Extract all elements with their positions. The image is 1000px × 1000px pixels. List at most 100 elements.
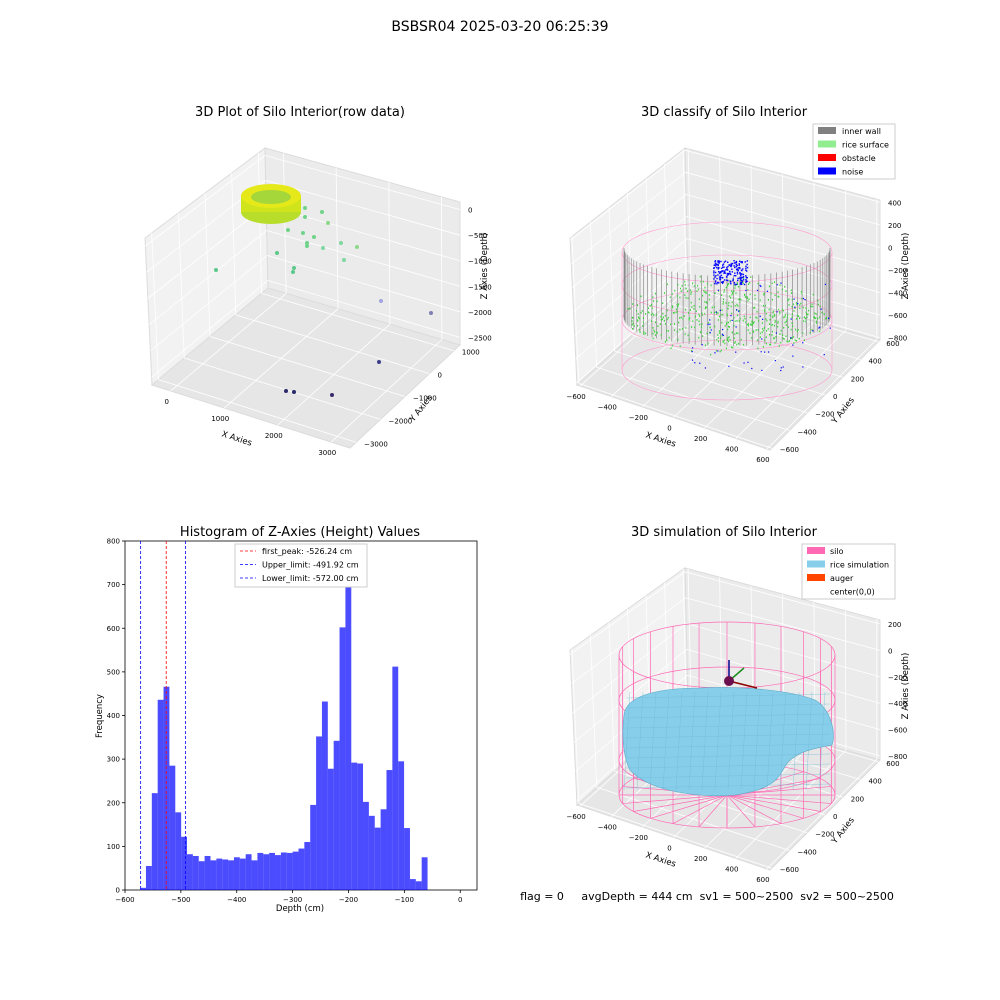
histogram-bar [316,736,322,890]
simulation-x-axis-label: X Axies [644,850,677,869]
raw-data-point [305,244,309,248]
raw-plot-title: 3D Plot of Silo Interior(row data) [195,105,405,120]
legend-swatch [807,560,825,568]
y-tick-label: 300 [107,756,120,764]
histogram-bar [304,842,311,890]
raw-data-point [342,258,346,262]
histogram-bar [333,740,340,890]
histogram-bar [321,701,328,890]
histogram-bar [210,860,217,890]
simulation-z-tick-labels: −800 −600 −400 −200 0 200 [888,621,907,761]
histogram-bar [386,770,393,890]
histogram-bar [222,859,229,890]
x-tick-label: 600 [756,876,769,884]
raw-data-point [286,228,290,232]
y-tick-label: −200 [815,831,834,839]
y-tick-label: −400 [798,428,817,436]
raw-3d-plot: 3D Plot of Silo Interior(row data) 0 1000… [144,105,492,457]
histogram-bar [257,852,264,890]
histogram-bar [409,879,416,890]
y-tick-label: 600 [886,760,899,768]
y-tick-label: 400 [107,712,120,720]
z-tick-label: −500 [468,232,487,240]
x-tick-label: 0 [458,896,462,904]
raw-data-point [303,206,307,210]
legend-label: Upper_limit: -491.92 cm [262,561,359,570]
raw-data-point [275,251,279,255]
z-tick-label: −2000 [468,309,492,317]
simulation-plot-title: 3D simulation of Silo Interior [631,525,818,540]
x-tick-label: 200 [694,855,707,863]
y-tick-label: −2000 [389,417,413,425]
histogram-bar [310,804,317,890]
z-tick-label: 200 [888,222,901,230]
y-tick-label: 200 [851,795,864,803]
z-tick-label: −800 [888,335,907,343]
legend-label: center(0,0) [830,588,875,597]
legend-label: noise [842,168,863,177]
histogram-bar [140,887,146,890]
legend-label: first_peak: -526.24 cm [262,547,352,556]
raw-x-axis-label: X Axies [220,429,253,448]
histogram-bar [404,828,410,890]
histogram-bar [280,852,287,890]
classify-legend: inner wall rice surface obstacle noise [812,123,896,180]
simulation-3d-plot: 3D simulation of Silo Interior silo rice … [566,525,911,884]
raw-data-point [284,389,288,393]
y-tick-label: 0 [833,393,837,401]
x-tick-label: 400 [725,445,738,453]
x-tick-label: −200 [629,834,648,842]
raw-data-point [330,393,334,397]
raw-data-point [292,266,296,270]
histogram-reference-lines [140,541,186,890]
x-tick-label: 400 [725,865,738,873]
raw-data-point [326,221,330,225]
raw-z-axis-label: Z Axies (Depth) [480,233,490,300]
y-tick-label: 600 [107,625,120,633]
raw-plot-panes [144,147,461,449]
x-tick-label: −600 [115,896,134,904]
raw-data-point [214,268,218,272]
y-tick-label: 600 [886,340,899,348]
z-tick-label: −200 [888,674,907,682]
raw-data-point [312,235,316,239]
histogram-y-axis-label: Frequency [95,694,105,738]
z-tick-label: −1000 [468,258,492,266]
y-tick-label: 200 [107,799,120,807]
legend-swatch [818,127,836,134]
x-tick-label: −400 [598,824,617,832]
histogram-bar [392,666,399,890]
simulation-legend: silo rice simulation auger center(0,0) [801,543,896,600]
histogram-bar [380,809,387,890]
raw-data-point [305,241,309,245]
z-tick-label: 0 [468,207,472,215]
histogram-plot: Histogram of Z-Axies (Height) Values −60… [95,525,478,914]
legend-label: Lower_limit: -572.00 cm [262,574,359,583]
figure-title: BSBSR04 2025-03-20 06:25:39 [391,19,608,35]
histogram-bar [327,768,334,890]
classify-plot-rice-surface [627,275,827,356]
classify-y-tick-labels: −600 −400 −200 0 200 400 600 [780,340,900,454]
x-tick-label: −400 [598,404,617,412]
z-tick-label: 0 [888,244,892,252]
histogram-bar [198,861,205,890]
y-tick-label: 200 [851,375,864,383]
legend-swatch [807,547,825,554]
y-tick-label: −600 [780,446,799,454]
histogram-bar [415,881,422,890]
histogram-bar [204,855,211,890]
classify-x-axis-label: X Axies [644,430,677,449]
classify-plot-noise [691,260,831,372]
status-line: flag = 0 avgDepth = 444 cm sv1 = 500~250… [520,890,894,903]
raw-data-point [291,270,295,274]
z-tick-label: 200 [888,621,901,629]
x-tick-label: 200 [694,435,707,443]
z-tick-label: −400 [888,290,907,298]
raw-plot-cylinder [241,184,301,224]
histogram-bar [421,857,428,890]
histogram-bar [275,855,281,890]
histogram-bar [151,793,158,890]
y-tick-label: 700 [107,581,120,589]
y-tick-label: 100 [107,843,120,851]
x-tick-label: 3000 [318,449,336,457]
